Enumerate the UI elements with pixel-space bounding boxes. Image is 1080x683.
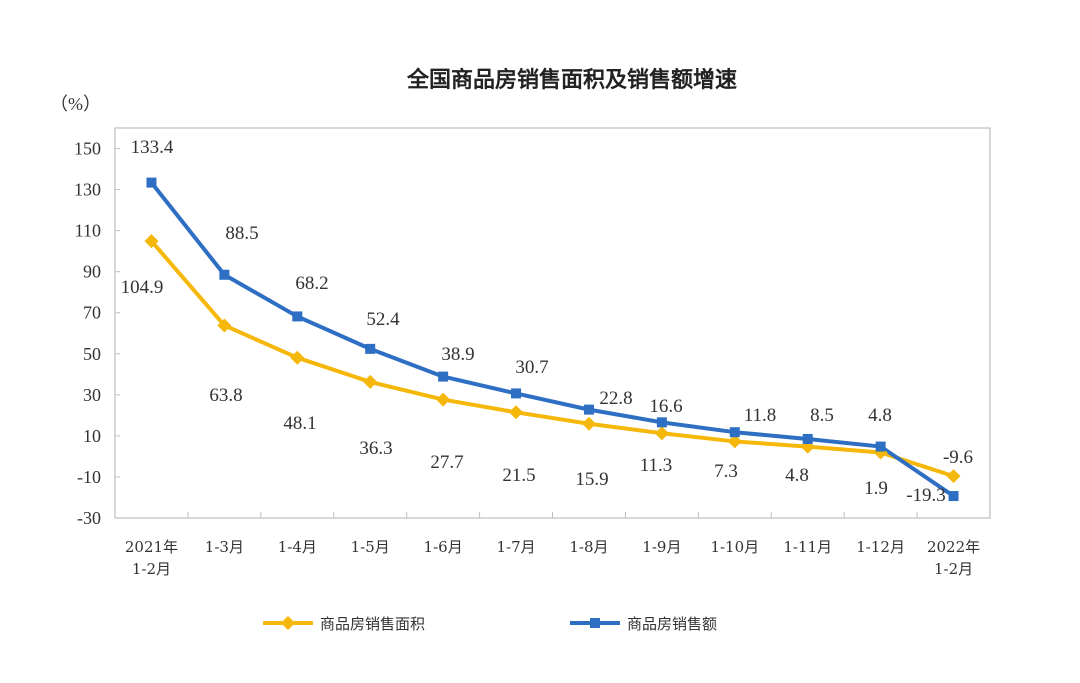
data-label: 38.9: [441, 344, 474, 365]
chart-title: 全国商品房销售面积及销售额增速: [406, 67, 737, 93]
y-tick-label: 50: [83, 344, 101, 364]
series-line-area: [149, 239, 955, 479]
data-label: 68.2: [295, 273, 328, 294]
data-label: 48.1: [283, 413, 316, 434]
data-label: 11.8: [744, 405, 777, 426]
data-point: [946, 469, 961, 484]
data-label: 11.3: [640, 455, 673, 476]
y-tick-label: 70: [83, 303, 101, 323]
data-point: [583, 404, 594, 415]
legend-marker: [281, 616, 295, 630]
y-tick-label: -30: [77, 508, 101, 528]
data-point: [365, 343, 376, 354]
legend: 商品房销售面积 商品房销售额: [263, 615, 717, 633]
data-point: [438, 371, 449, 382]
x-tick-label: 1-8月: [569, 538, 608, 556]
data-point: [875, 441, 886, 452]
data-point: [654, 426, 669, 441]
x-tick-label: 1-7月: [496, 538, 535, 556]
data-label: -19.3: [906, 485, 946, 506]
data-point: [727, 434, 742, 449]
x-tick-label: 1-4月: [278, 538, 317, 556]
legend-marker: [590, 618, 600, 628]
data-label: 27.7: [430, 452, 463, 473]
data-point: [219, 269, 230, 280]
x-tick-label: 2021年 1-2月: [125, 538, 178, 578]
data-point: [146, 177, 157, 188]
data-label: 88.5: [225, 223, 258, 244]
x-tick-label: 1-6月: [424, 538, 463, 556]
data-label: 52.4: [366, 309, 400, 330]
y-axis-unit: （%）: [50, 94, 101, 114]
data-label: 104.9: [121, 277, 164, 298]
x-tick-label: 1-12月: [856, 538, 905, 556]
y-tick-label: 30: [83, 385, 101, 405]
y-tick-label: 90: [83, 262, 101, 282]
data-label: 8.5: [810, 405, 834, 426]
x-tick-label: 1-11月: [783, 538, 832, 556]
y-tick-label: 10: [83, 426, 101, 446]
data-label: 133.4: [131, 137, 174, 158]
data-point: [144, 234, 159, 249]
data-label: 15.9: [575, 469, 608, 490]
data-point: [436, 392, 451, 407]
data-point: [217, 318, 232, 333]
data-point: [729, 427, 740, 438]
data-point: [292, 311, 303, 322]
data-point: [656, 417, 667, 428]
data-label: 16.6: [649, 396, 682, 417]
legend-label: 商品房销售额: [627, 615, 717, 633]
data-label: 30.7: [515, 357, 548, 378]
data-label: 7.3: [714, 461, 738, 482]
data-point: [363, 374, 378, 389]
data-point: [290, 350, 305, 365]
data-point: [948, 491, 959, 502]
data-label: 1.9: [864, 478, 888, 499]
y-tick-label: 110: [75, 221, 101, 241]
plot-area: [114, 127, 991, 519]
y-tick-label: 130: [74, 180, 101, 200]
data-point: [511, 388, 522, 399]
data-point: [802, 433, 813, 444]
x-tick-label: 1-9月: [642, 538, 681, 556]
data-label: 21.5: [502, 465, 535, 486]
data-label: 4.8: [785, 465, 809, 486]
data-label: 36.3: [359, 438, 392, 459]
x-tick-label: 2022年 1-2月: [927, 538, 980, 578]
data-point: [509, 405, 524, 420]
x-tick-label: 1-3月: [205, 538, 244, 556]
y-tick-label: 150: [74, 139, 101, 159]
data-label: -9.6: [943, 447, 973, 468]
y-tick-label: -10: [77, 467, 101, 487]
series-line-amount: [149, 181, 955, 498]
data-point: [581, 416, 596, 431]
data-label: 22.8: [599, 388, 632, 409]
legend-label: 商品房销售面积: [320, 615, 425, 633]
x-tick-label: 1-10月: [710, 538, 759, 556]
x-tick-label: 1-5月: [351, 538, 390, 556]
data-label: 63.8: [209, 385, 242, 406]
data-label: 4.8: [868, 405, 892, 426]
